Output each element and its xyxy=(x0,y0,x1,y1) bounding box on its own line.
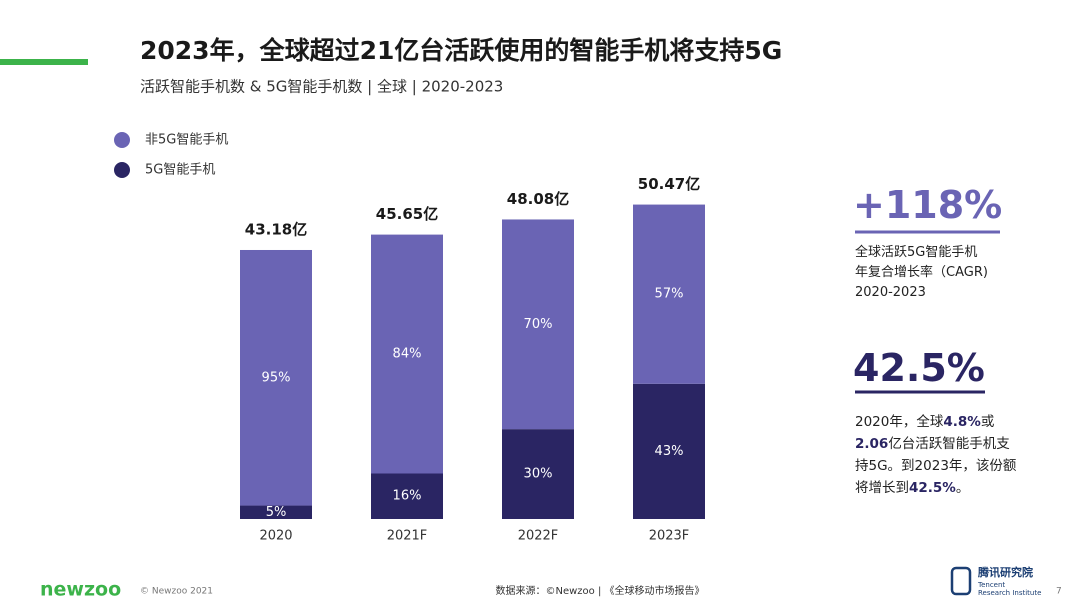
text: 42.5% xyxy=(909,480,956,496)
legend-swatch xyxy=(114,132,130,148)
legend-label: 5G智能手机 xyxy=(145,163,215,178)
text-line: 2020-2023 xyxy=(855,285,926,300)
bar-segment xyxy=(502,219,574,430)
bar-segment xyxy=(633,204,705,384)
share-value: 42.5% xyxy=(853,346,985,390)
total-label: 43.18亿 xyxy=(245,220,307,238)
text: 亿台活跃智能手机支持5G。到2023年，该份额将增长到 xyxy=(855,436,1017,496)
copyright: © Newzoo 2021 xyxy=(140,587,213,597)
share-note: 2020年，全球4.8%或 2.06亿台活跃智能手机支持5G。到2023年，该份额… xyxy=(855,411,1020,499)
source: 数据来源：©Newzoo | 《全球移动市场报告》 xyxy=(495,584,704,597)
legend-label: 非5G智能手机 xyxy=(145,133,228,148)
org-en: Research Institute xyxy=(978,589,1041,597)
subtitle: 活跃智能手机数 & 5G智能手机数 | 全球 | 2020-2023 xyxy=(140,78,503,96)
brand: newzoo xyxy=(40,579,121,601)
org-en: Tencent xyxy=(977,581,1005,589)
bar-segment xyxy=(240,249,312,506)
bar-segment xyxy=(633,383,705,519)
x-tick-label: 2021F xyxy=(387,529,428,544)
cagr-value: +118% xyxy=(853,183,1003,227)
bar-segment xyxy=(502,429,574,519)
cagr-desc: 全球活跃5G智能手机 年复合增长率（CAGR) 2020-2023 xyxy=(855,243,988,303)
page-number: 7 xyxy=(1056,587,1062,597)
text: 或 xyxy=(980,414,995,430)
logo xyxy=(950,566,972,596)
text-line: 全球活跃5G智能手机 xyxy=(855,245,978,260)
org: 腾讯研究院 xyxy=(978,565,1033,579)
data-label: 57% xyxy=(655,287,684,302)
data-label: 16% xyxy=(393,489,422,504)
total-label: 50.47亿 xyxy=(638,175,700,193)
total-label: 45.65亿 xyxy=(376,205,438,223)
legend-swatch xyxy=(114,162,130,178)
data-label: 43% xyxy=(655,444,684,459)
text: 4.8% xyxy=(943,414,981,430)
accent-bar xyxy=(0,59,88,65)
bar-segment xyxy=(240,505,312,519)
data-label: 30% xyxy=(524,467,553,482)
title: 2023年，全球超过21亿台活跃使用的智能手机将支持5G xyxy=(140,36,782,65)
bar-segment xyxy=(371,234,443,474)
total-label: 48.08亿 xyxy=(507,190,569,208)
x-tick-label: 2023F xyxy=(649,529,690,544)
text: 。 xyxy=(955,480,970,496)
data-label: 70% xyxy=(524,317,553,332)
data-label: 95% xyxy=(262,370,291,385)
bar-segment xyxy=(371,473,443,519)
data-label: 5% xyxy=(266,505,287,520)
x-tick-label: 2022F xyxy=(518,529,559,544)
text: 2.06 xyxy=(855,436,889,452)
text-line: 年复合增长率（CAGR) xyxy=(855,265,988,280)
text: 2020年，全球 xyxy=(855,414,944,430)
x-tick-label: 2020 xyxy=(259,529,292,544)
data-label: 84% xyxy=(393,347,422,362)
